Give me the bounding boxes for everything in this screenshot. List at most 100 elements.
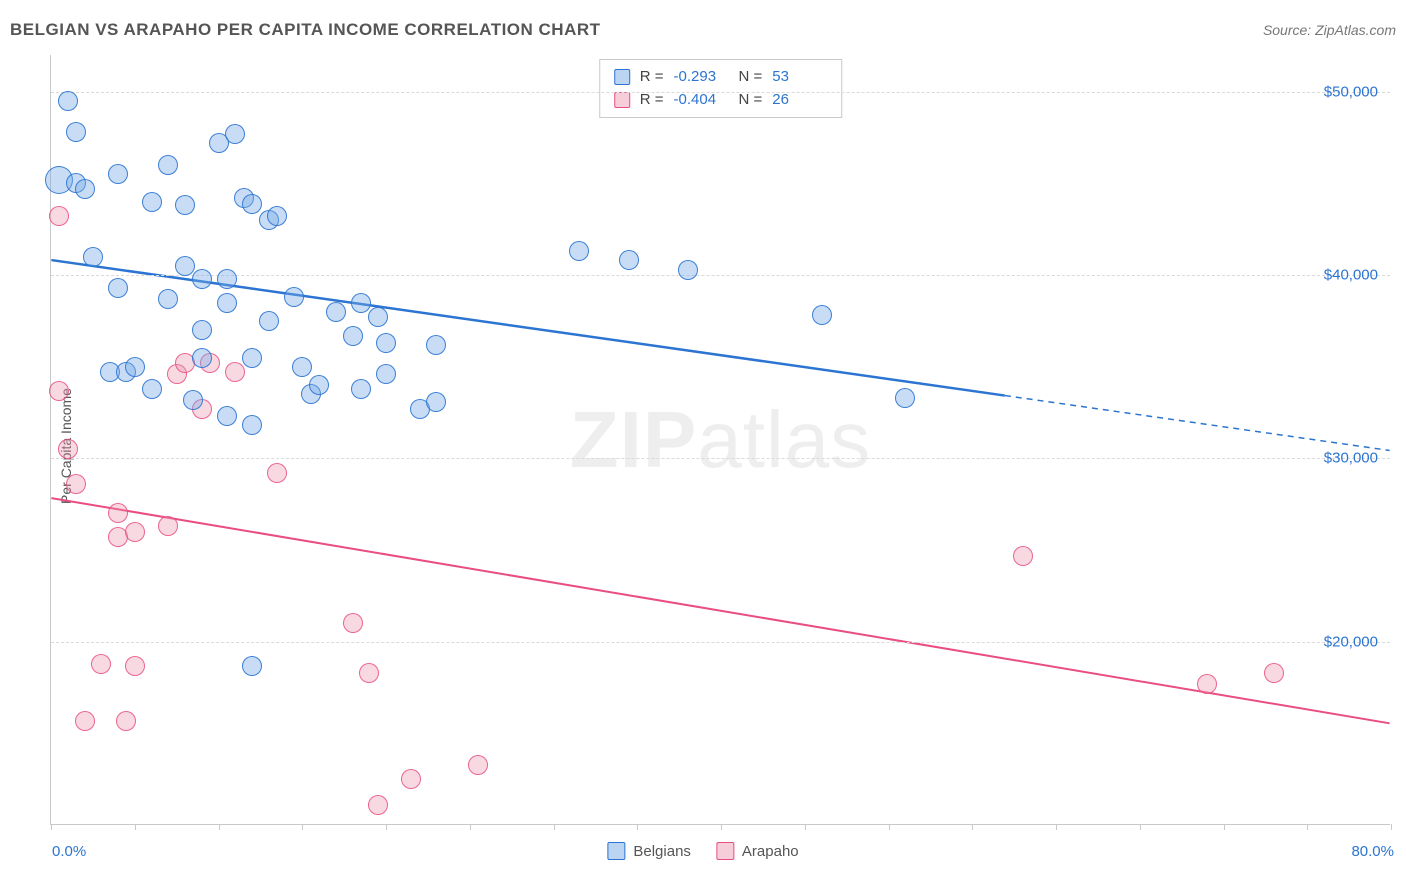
scatter-point-blue xyxy=(309,375,329,395)
scatter-point-blue xyxy=(242,415,262,435)
x-tick xyxy=(889,824,890,830)
scatter-point-blue xyxy=(292,357,312,377)
n-label: N = xyxy=(739,66,763,89)
scatter-point-pink xyxy=(468,755,488,775)
scatter-point-blue xyxy=(217,406,237,426)
stats-row-blue: R = -0.293 N = 53 xyxy=(614,66,828,89)
scatter-point-blue xyxy=(376,364,396,384)
scatter-point-blue xyxy=(326,302,346,322)
scatter-point-blue xyxy=(108,164,128,184)
regression-lines xyxy=(51,55,1390,824)
scatter-point-pink xyxy=(116,711,136,731)
scatter-point-blue xyxy=(108,278,128,298)
scatter-point-blue xyxy=(812,305,832,325)
scatter-point-blue xyxy=(895,388,915,408)
swatch-blue xyxy=(614,69,630,85)
n-value: 53 xyxy=(772,66,827,89)
x-tick xyxy=(219,824,220,830)
scatter-point-blue xyxy=(284,287,304,307)
scatter-point-pink xyxy=(75,711,95,731)
x-axis-min-label: 0.0% xyxy=(52,843,86,860)
chart-title: BELGIAN VS ARAPAHO PER CAPITA INCOME COR… xyxy=(10,20,601,40)
scatter-point-blue xyxy=(192,269,212,289)
scatter-point-blue xyxy=(158,289,178,309)
scatter-point-pink xyxy=(125,656,145,676)
scatter-point-pink xyxy=(91,654,111,674)
scatter-point-blue xyxy=(426,392,446,412)
scatter-point-blue xyxy=(66,122,86,142)
scatter-point-blue xyxy=(217,293,237,313)
scatter-point-pink xyxy=(49,206,69,226)
y-tick-label: $30,000 xyxy=(1324,450,1378,467)
y-tick-label: $40,000 xyxy=(1324,267,1378,284)
scatter-point-pink xyxy=(368,795,388,815)
x-tick xyxy=(1056,824,1057,830)
scatter-point-blue xyxy=(142,192,162,212)
scatter-point-blue xyxy=(192,348,212,368)
x-tick xyxy=(302,824,303,830)
scatter-point-pink xyxy=(158,516,178,536)
scatter-point-pink xyxy=(267,463,287,483)
legend-bottom: Belgians Arapaho xyxy=(607,842,798,860)
scatter-point-blue xyxy=(351,293,371,313)
scatter-point-pink xyxy=(1013,546,1033,566)
watermark: ZIPatlas xyxy=(570,394,871,486)
swatch-pink xyxy=(716,842,734,860)
scatter-point-blue xyxy=(217,269,237,289)
scatter-point-blue xyxy=(192,320,212,340)
scatter-point-blue xyxy=(426,335,446,355)
scatter-point-pink xyxy=(1264,663,1284,683)
x-tick xyxy=(470,824,471,830)
y-tick-label: $20,000 xyxy=(1324,633,1378,650)
scatter-point-blue xyxy=(175,195,195,215)
source-label: Source: ZipAtlas.com xyxy=(1263,22,1396,38)
scatter-point-pink xyxy=(58,439,78,459)
gridline xyxy=(51,642,1390,643)
y-tick-label: $50,000 xyxy=(1324,83,1378,100)
chart-container: BELGIAN VS ARAPAHO PER CAPITA INCOME COR… xyxy=(0,0,1406,892)
r-label: R = xyxy=(640,66,664,89)
scatter-point-pink xyxy=(225,362,245,382)
header-row: BELGIAN VS ARAPAHO PER CAPITA INCOME COR… xyxy=(10,20,1396,40)
x-tick xyxy=(721,824,722,830)
scatter-point-blue xyxy=(83,247,103,267)
legend-item-blue: Belgians xyxy=(607,842,691,860)
scatter-point-pink xyxy=(343,613,363,633)
scatter-point-blue xyxy=(678,260,698,280)
x-tick xyxy=(1307,824,1308,830)
scatter-point-blue xyxy=(351,379,371,399)
scatter-point-pink xyxy=(108,503,128,523)
scatter-point-pink xyxy=(125,522,145,542)
scatter-point-pink xyxy=(401,769,421,789)
stats-legend-box: R =-0.293N =53R =-0.404N =26 xyxy=(599,59,843,118)
x-tick xyxy=(972,824,973,830)
x-tick xyxy=(554,824,555,830)
scatter-point-blue xyxy=(259,311,279,331)
scatter-point-blue xyxy=(619,250,639,270)
x-tick xyxy=(805,824,806,830)
x-tick xyxy=(135,824,136,830)
scatter-point-pink xyxy=(66,474,86,494)
swatch-blue xyxy=(607,842,625,860)
legend-item-pink: Arapaho xyxy=(716,842,799,860)
scatter-point-blue xyxy=(225,124,245,144)
legend-label: Arapaho xyxy=(742,843,799,860)
x-tick xyxy=(1140,824,1141,830)
scatter-point-pink xyxy=(49,381,69,401)
gridline xyxy=(51,92,1390,93)
scatter-point-blue xyxy=(242,656,262,676)
x-axis-max-label: 80.0% xyxy=(1351,843,1394,860)
legend-label: Belgians xyxy=(633,843,691,860)
gridline xyxy=(51,458,1390,459)
scatter-point-pink xyxy=(1197,674,1217,694)
scatter-point-blue xyxy=(125,357,145,377)
scatter-point-pink xyxy=(359,663,379,683)
scatter-point-blue xyxy=(368,307,388,327)
gridline xyxy=(51,275,1390,276)
plot-area: ZIPatlas R =-0.293N =53R =-0.404N =26 $2… xyxy=(50,55,1390,825)
x-tick xyxy=(637,824,638,830)
swatch-pink xyxy=(614,92,630,108)
scatter-point-blue xyxy=(242,194,262,214)
r-value: -0.293 xyxy=(674,66,729,89)
scatter-point-blue xyxy=(267,206,287,226)
